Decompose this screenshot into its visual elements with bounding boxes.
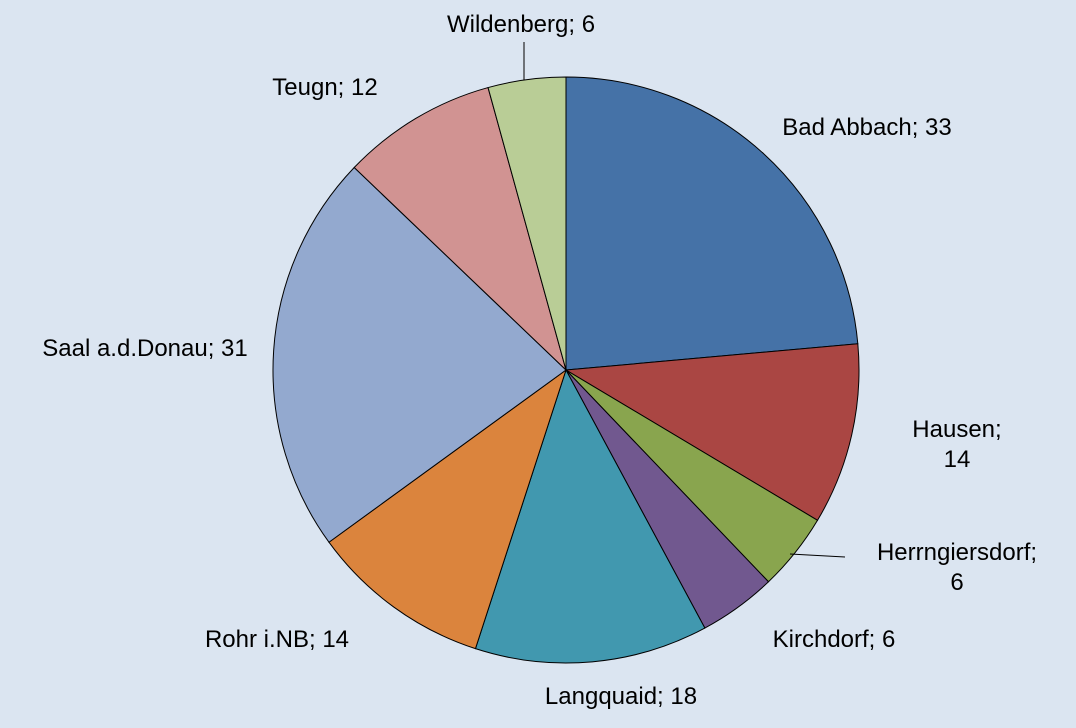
pie-slice bbox=[487, 76, 567, 371]
slice-label: Kirchdorf; 6 bbox=[772, 626, 896, 653]
pie-slice bbox=[353, 86, 567, 372]
slice-label: Herrngiersdorf; 6 bbox=[876, 539, 1038, 596]
slice-label: Bad Abbach; 33 bbox=[782, 114, 952, 141]
slice-label: Saal a.d.Donau; 31 bbox=[42, 335, 248, 362]
slice-label: Hausen; 14 bbox=[912, 416, 1002, 473]
pie-slice bbox=[272, 166, 567, 543]
slice-label: Rohr i.NB; 14 bbox=[204, 626, 350, 653]
slice-label: Teugn; 12 bbox=[272, 74, 378, 101]
pie-slice bbox=[474, 368, 706, 664]
slice-label: Wildenberg; 6 bbox=[446, 11, 596, 38]
pie-slice bbox=[328, 368, 567, 650]
pie-slice bbox=[565, 76, 859, 371]
leader-line bbox=[789, 553, 846, 558]
pie-slice bbox=[564, 343, 860, 521]
slice-label: Langquaid; 18 bbox=[544, 683, 698, 710]
